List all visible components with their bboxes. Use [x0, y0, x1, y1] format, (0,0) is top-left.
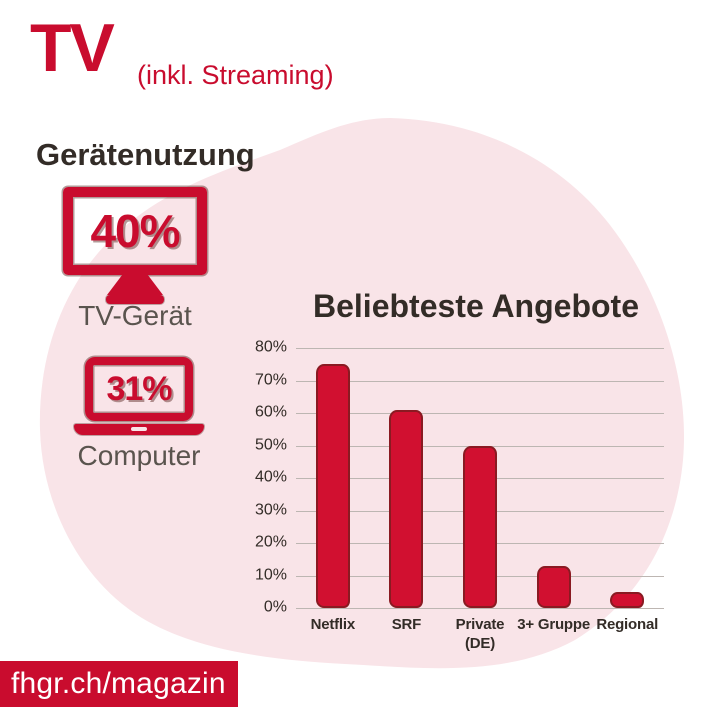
footer-banner: fhgr.ch/magazin [0, 661, 238, 707]
bar-regional [610, 591, 645, 608]
bar-netflix [315, 364, 350, 608]
y-axis-label-60: 60% [254, 403, 287, 421]
tv-base [106, 295, 164, 304]
tv-device-label: TV-Gerät [78, 300, 192, 331]
x-axis-label-srf: SRF [391, 616, 422, 633]
gridline-60 [296, 413, 664, 414]
y-axis-label-40: 40% [254, 468, 287, 486]
page-subtitle: (inkl. Streaming) [137, 60, 334, 90]
bar-chart-plot: 80% 70% 60% 50% 40% 30% 20% 10% 0% Netflix SRF Priv… [255, 338, 664, 652]
tv-usage-value: 40% [90, 205, 180, 257]
y-axis-label-50: 50% [254, 435, 287, 453]
tv-stand [107, 275, 163, 295]
tv-icon: 40% [63, 187, 207, 304]
device-usage-heading: Gerätenutzung [36, 137, 255, 172]
y-axis-label-30: 30% [254, 500, 287, 518]
laptop-latch [131, 427, 147, 431]
page-title: TV [30, 10, 115, 86]
bar-srf [389, 409, 424, 608]
y-axis-label-20: 20% [254, 533, 287, 551]
laptop-icon: 31% [74, 357, 204, 435]
computer-usage-value: 31% [106, 369, 172, 408]
y-axis-label-10: 10% [254, 565, 287, 583]
footer-url: fhgr.ch/magazin [11, 667, 226, 700]
x-axis-label-netflix: Netflix [310, 616, 356, 633]
laptop-base [74, 424, 204, 435]
y-axis-label-70: 70% [254, 370, 287, 388]
gridline-0 [296, 608, 664, 609]
computer-device-label: Computer [77, 440, 201, 471]
y-axis-label-0: 0% [263, 598, 287, 616]
x-axis-label-regional: Regional [596, 616, 659, 633]
gridline-80 [296, 348, 664, 349]
chart-title: Beliebteste Angebote [313, 288, 639, 324]
gridline-70 [296, 380, 664, 382]
x-axis-label-3-gruppe: 3+ Gruppe [517, 616, 590, 633]
laptop-screen-frame: 31% [85, 357, 193, 421]
x-axis-label-private-de: Private (DE) [455, 616, 505, 652]
tv-screen-frame: 40% [63, 187, 207, 275]
bar-3-gruppe [536, 565, 571, 608]
y-axis-label-80: 80% [254, 338, 287, 356]
bar-private-de [463, 445, 497, 608]
